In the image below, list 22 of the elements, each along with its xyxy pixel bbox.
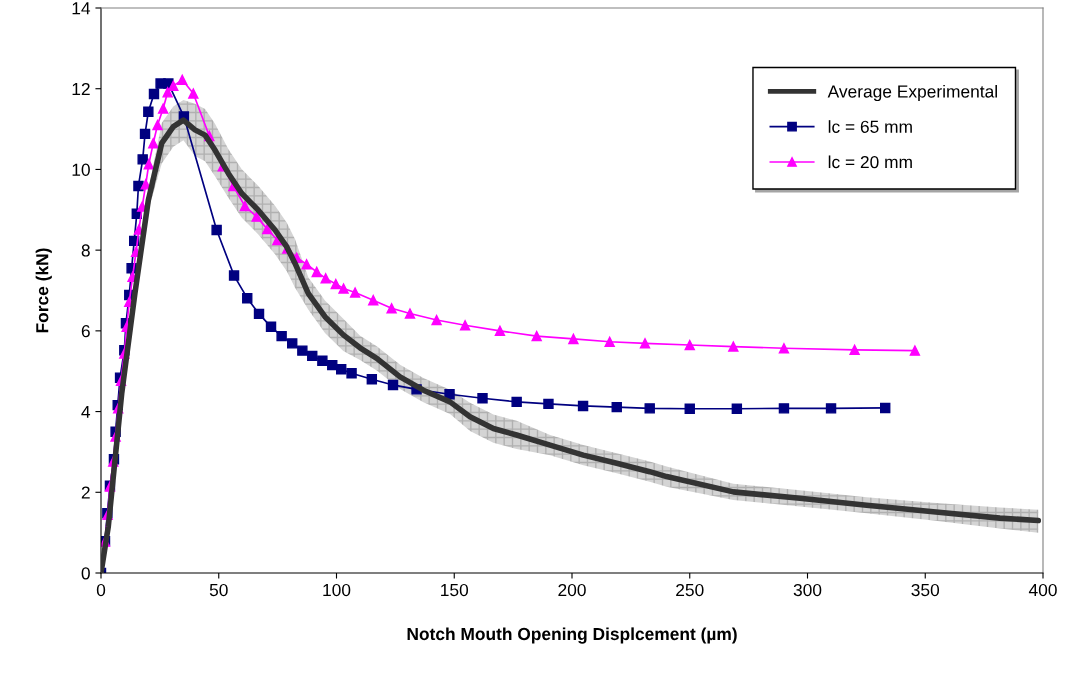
y-tick-label: 2: [81, 486, 90, 499]
y-tick-label: 0: [81, 567, 90, 580]
legend-label: lc = 20 mm: [828, 155, 912, 169]
y-tick-label: 6: [81, 325, 90, 338]
y-tick-label: 8: [81, 244, 90, 257]
x-tick-label: 0: [96, 583, 106, 597]
x-tick-label: 150: [441, 583, 469, 597]
x-tick-label: 350: [911, 583, 940, 597]
y-axis-title: Force (kN): [35, 248, 52, 333]
x-tick-label: 200: [558, 583, 586, 597]
y-tick-label: 14: [72, 2, 91, 15]
y-tick-label: 4: [81, 405, 91, 418]
x-tick-label: 50: [209, 583, 228, 597]
x-tick-label: 250: [676, 583, 704, 597]
y-tick-label: 10: [72, 163, 90, 176]
x-tick-label: 100: [323, 583, 351, 597]
x-tick-label: 300: [793, 583, 822, 597]
x-axis-title: Notch Mouth Opening Displcement (µm): [407, 627, 737, 644]
legend-label: Average Experimental: [827, 84, 997, 102]
y-tick-label: 12: [72, 82, 90, 95]
legend-label: lc = 65 mm: [828, 120, 912, 133]
x-tick-label: 400: [1028, 583, 1057, 597]
